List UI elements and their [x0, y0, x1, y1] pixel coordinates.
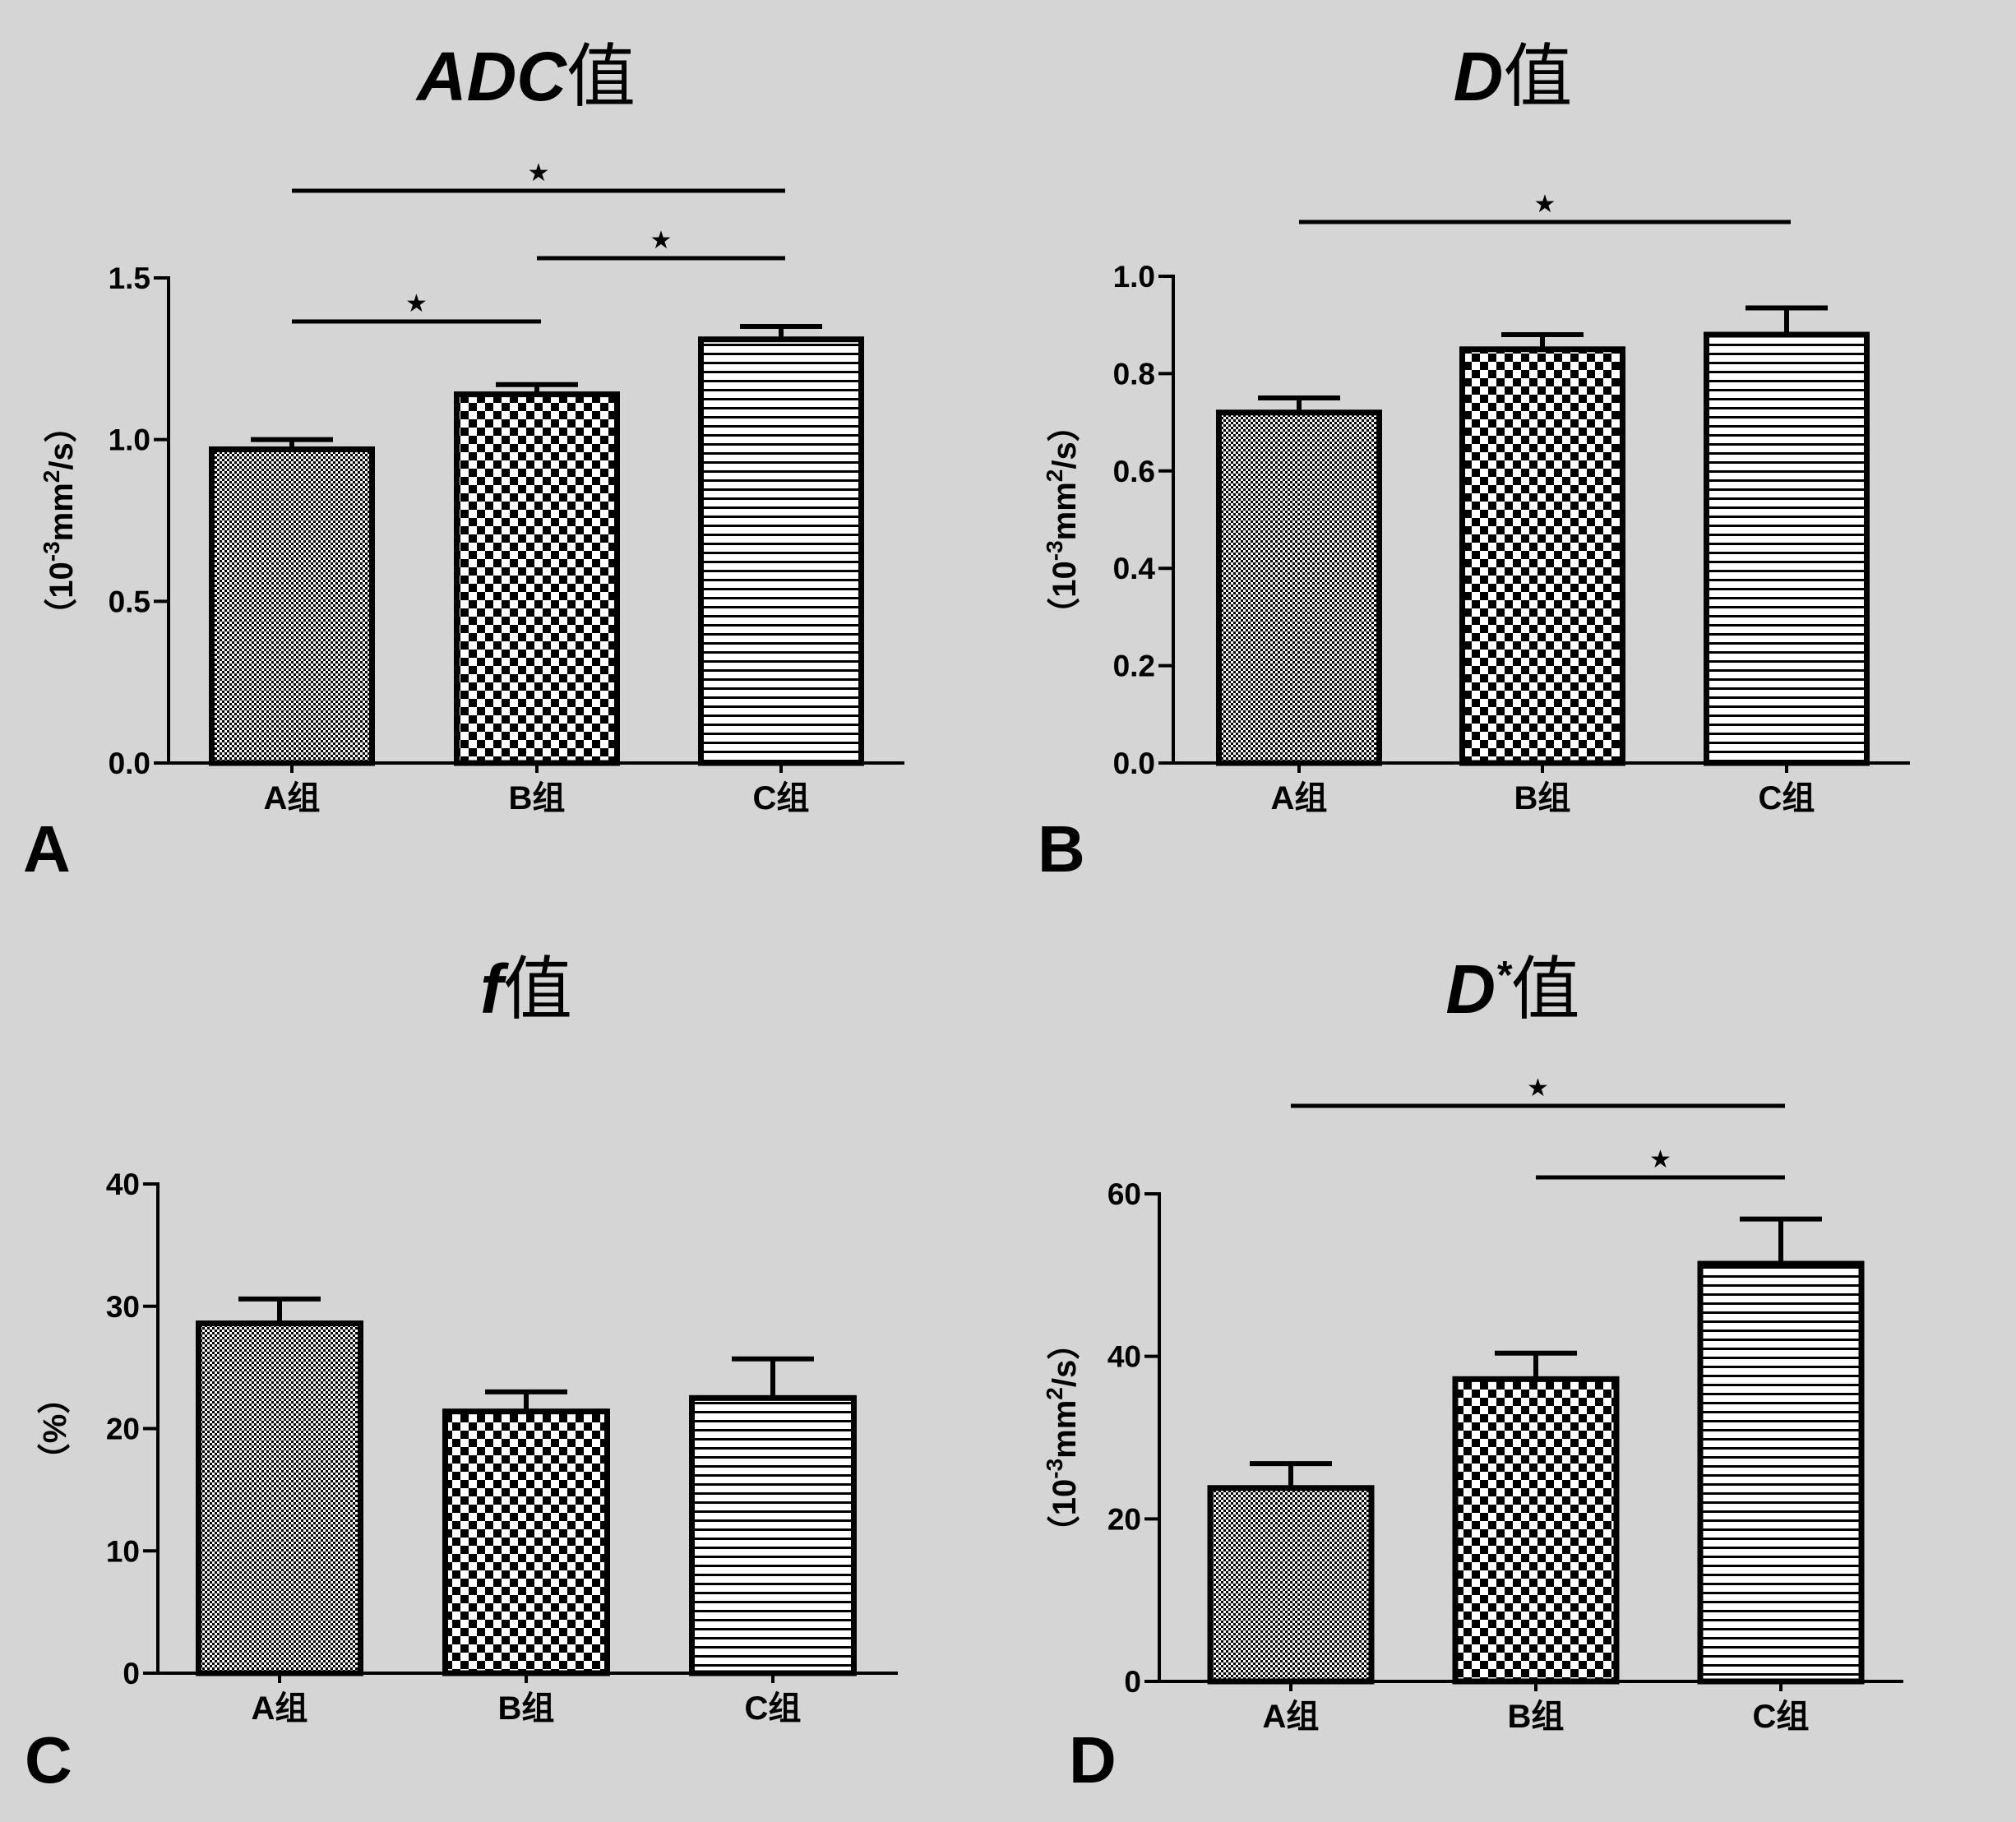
- title-suffix: 值: [503, 950, 572, 1028]
- y-axis-label: （10-3mm2/s）: [39, 409, 80, 631]
- category-label: A组: [1271, 780, 1328, 816]
- significance-star: ★: [1649, 1146, 1672, 1173]
- bar: [1207, 1485, 1375, 1685]
- bar: [698, 336, 864, 766]
- bar: [196, 1320, 363, 1676]
- category-label: B组: [1514, 780, 1571, 816]
- bar: [1216, 409, 1382, 766]
- y-tick-label: 0.6: [1113, 455, 1155, 488]
- y-axis-label: （10-3mm2/s）: [1042, 409, 1083, 630]
- y-label-text: （%）: [37, 1381, 73, 1477]
- chart-panel-b: D值 A组 B组 C组 0.0 0.2 0.4 0.6 0.8 1.0 （10-3mm2/s） ★ B: [1038, 38, 1910, 886]
- y-tick-label: 40: [1107, 1340, 1141, 1374]
- category-label: A组: [1263, 1699, 1320, 1735]
- bar: [1459, 346, 1625, 766]
- y-label-suffix: /s）: [1047, 1327, 1083, 1387]
- chart-title: D*值: [1445, 950, 1579, 1028]
- significance-star: ★: [650, 227, 673, 254]
- bar: [689, 1394, 857, 1676]
- y-label-unit: mm: [1047, 482, 1083, 540]
- bar: [442, 1408, 610, 1676]
- title-suffix: 值: [566, 38, 636, 115]
- title-suffix: 值: [1511, 950, 1580, 1028]
- panel-label: B: [1038, 812, 1085, 886]
- title-italic: D: [1445, 950, 1496, 1028]
- y-axis-label: （%）: [37, 1381, 73, 1477]
- y-label-exponent: -3: [39, 541, 64, 562]
- y-tick-label: 30: [106, 1290, 140, 1324]
- chart-panel-c: f值 A组 B组 C组 0 10 20 30 40 （%） C: [25, 950, 898, 1797]
- chart-title: f值: [480, 950, 572, 1028]
- y-label-prefix: （10: [44, 562, 80, 631]
- category-label: A组: [252, 1690, 308, 1727]
- y-tick-label: 0.0: [1113, 747, 1155, 780]
- y-tick-label: 20: [1107, 1502, 1141, 1536]
- title-italic: D: [1454, 38, 1504, 115]
- chart-panel-a: ADC值 A组 B组 C组 0.0 0.5 1.0 1.5 （10-3mm2/s） ★ ★ ★ A: [23, 38, 904, 886]
- y-tick-label: 0: [1124, 1665, 1141, 1699]
- y-tick-label: 0.4: [1113, 552, 1156, 585]
- y-tick-label: 60: [1107, 1177, 1141, 1211]
- significance-star: ★: [1534, 191, 1556, 218]
- panel-label: D: [1069, 1723, 1117, 1797]
- panel-label: C: [25, 1723, 72, 1797]
- y-tick-label: 1.0: [109, 423, 150, 457]
- y-label-exponent: -3: [1042, 540, 1067, 561]
- title-superscript: *: [1496, 954, 1513, 997]
- bar: [1452, 1376, 1620, 1685]
- significance-star: ★: [528, 160, 550, 187]
- significance-star: ★: [405, 290, 428, 317]
- y-tick-label: 1.5: [109, 261, 150, 295]
- significance-star: ★: [1527, 1075, 1549, 1102]
- y-tick-label: 0.2: [1113, 650, 1155, 683]
- y-label-exponent: 2: [1042, 1387, 1067, 1400]
- y-tick-label: 0: [123, 1657, 140, 1690]
- y-tick-label: 40: [106, 1168, 140, 1201]
- y-tick-label: 20: [106, 1413, 140, 1446]
- y-tick-label: 1.0: [1113, 260, 1155, 294]
- category-label: B组: [509, 780, 566, 816]
- y-label-exponent: -3: [1042, 1459, 1067, 1479]
- category-label: C组: [745, 1690, 802, 1727]
- y-tick-label: 0.8: [1113, 357, 1155, 391]
- chart-title: ADC值: [415, 38, 636, 115]
- y-axis-label: （10-3mm2/s）: [1042, 1327, 1083, 1548]
- title-suffix: 值: [1503, 38, 1572, 115]
- category-label: B组: [498, 1690, 555, 1727]
- y-label-unit: mm: [1047, 1400, 1083, 1459]
- y-label-suffix: /s）: [1047, 409, 1083, 469]
- category-label: A组: [264, 780, 321, 816]
- bar: [209, 446, 375, 766]
- y-label-prefix: （10: [1047, 561, 1083, 631]
- y-label-exponent: 2: [39, 470, 64, 483]
- category-label: C组: [753, 780, 810, 816]
- y-label-prefix: （10: [1047, 1479, 1083, 1549]
- bar: [454, 391, 620, 766]
- bar: [1704, 331, 1870, 766]
- y-tick-label: 0.0: [109, 747, 150, 780]
- category-label: C组: [1759, 780, 1815, 816]
- title-italic: ADC: [415, 38, 567, 115]
- chart-title: D值: [1454, 38, 1573, 115]
- bar: [1697, 1260, 1865, 1685]
- panel-label: A: [23, 812, 71, 886]
- category-label: C组: [1753, 1699, 1810, 1735]
- y-tick-label: 10: [106, 1534, 140, 1568]
- y-label-suffix: /s）: [44, 409, 80, 469]
- category-label: B组: [1508, 1699, 1565, 1735]
- y-label-unit: mm: [44, 483, 80, 541]
- y-label-exponent: 2: [1042, 469, 1067, 483]
- y-tick-label: 0.5: [109, 585, 150, 618]
